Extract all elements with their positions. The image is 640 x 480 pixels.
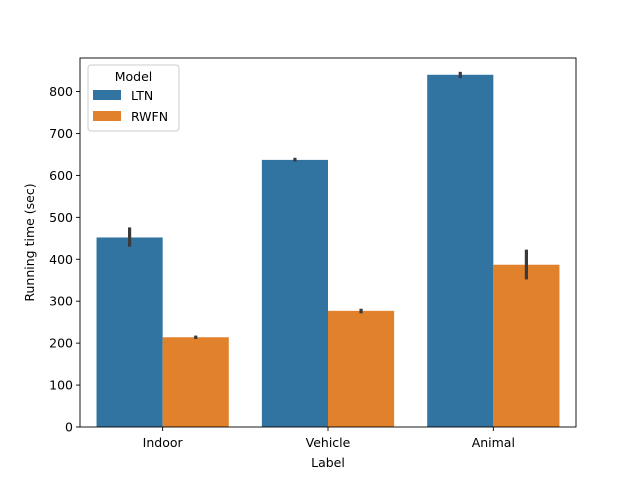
legend-swatch-ltn <box>93 90 121 100</box>
x-tick-label-indoor: Indoor <box>143 435 184 450</box>
legend: Model LTN RWFN <box>87 64 180 132</box>
legend-label-ltn: LTN <box>131 88 153 103</box>
bar-ltn-animal <box>427 74 494 427</box>
bar-ltn-vehicle <box>261 159 328 427</box>
bar-rwfn-animal <box>493 264 560 427</box>
x-axis: Indoor Vehicle Animal <box>143 427 515 450</box>
x-tick-label-vehicle: Vehicle <box>306 435 351 450</box>
y-tick-label: 600 <box>49 168 73 183</box>
y-tick-label: 800 <box>49 84 73 99</box>
bar-rwfn-indoor <box>162 337 229 427</box>
bar-rwfn-vehicle <box>328 310 395 427</box>
legend-swatch-rwfn <box>93 111 121 121</box>
bar-ltn-indoor <box>96 237 163 427</box>
errorbars-layer <box>128 71 529 339</box>
y-tick-label: 300 <box>49 294 73 309</box>
y-tick-label: 700 <box>49 126 73 141</box>
y-tick-label: 0 <box>65 420 73 435</box>
plot-frame <box>79 57 577 428</box>
y-tick-label: 200 <box>49 336 73 351</box>
y-axis: 0 100 200 300 400 500 600 700 800 <box>49 84 80 435</box>
x-tick-label-animal: Animal <box>472 435 515 450</box>
y-tick-label: 100 <box>49 378 73 393</box>
legend-label-rwfn: RWFN <box>131 109 168 124</box>
bars-layer <box>96 74 560 427</box>
x-axis-label: Label <box>311 455 345 470</box>
legend-title: Model <box>115 69 153 84</box>
y-axis-label: Running time (sec) <box>22 183 37 301</box>
y-tick-label: 400 <box>49 252 73 267</box>
y-tick-label: 500 <box>49 210 73 225</box>
